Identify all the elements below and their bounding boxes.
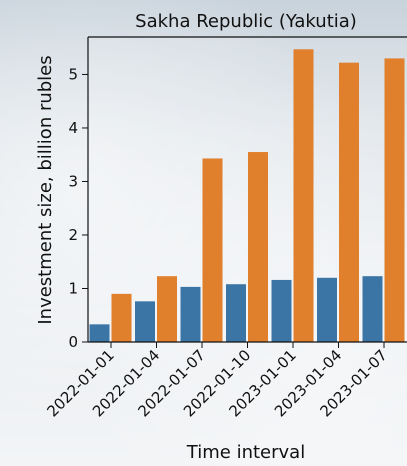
y-tick-label: 3 xyxy=(68,172,78,190)
bar-series2-2023-01-01 xyxy=(293,49,314,343)
bar-series1-2022-01-04 xyxy=(135,301,155,342)
bar-series2-2023-01-04 xyxy=(339,62,359,343)
bar-series1-2022-01-10 xyxy=(226,284,246,342)
bar-series2-2022-01-04 xyxy=(157,276,177,342)
y-tick-label: 4 xyxy=(68,119,78,137)
bar-series2-2023-01-07 xyxy=(384,58,405,343)
y-tick-label: 5 xyxy=(68,65,78,83)
bar-series1-2023-01-04 xyxy=(317,277,337,342)
y-ticks-group: 0 1 2 3 4 5 xyxy=(68,65,88,351)
bar-series2-2022-01-07 xyxy=(202,158,223,342)
bar-series2-2022-01-10 xyxy=(248,152,268,342)
bar-series1-2022-01-07 xyxy=(180,286,201,342)
bar-series2-2022-01-01 xyxy=(111,293,132,342)
plot-area xyxy=(88,37,407,342)
y-tick-label: 1 xyxy=(68,279,78,297)
x-axis-label: Time interval xyxy=(186,442,305,463)
y-tick-label: 2 xyxy=(68,226,78,244)
y-axis-label: Investment size, billion rubles xyxy=(35,55,56,324)
chart-title: Sakha Republic (Yakutia) xyxy=(135,11,357,32)
bars-group xyxy=(89,49,405,343)
y-tick-label: 0 xyxy=(68,333,78,351)
x-ticks-group: 2022-01-012022-01-042022-01-072022-01-10… xyxy=(43,342,391,420)
bar-series1-2023-01-01 xyxy=(271,279,292,342)
bar-series1-2022-01-01 xyxy=(89,324,110,342)
bar-series1-2023-01-07 xyxy=(362,276,383,342)
